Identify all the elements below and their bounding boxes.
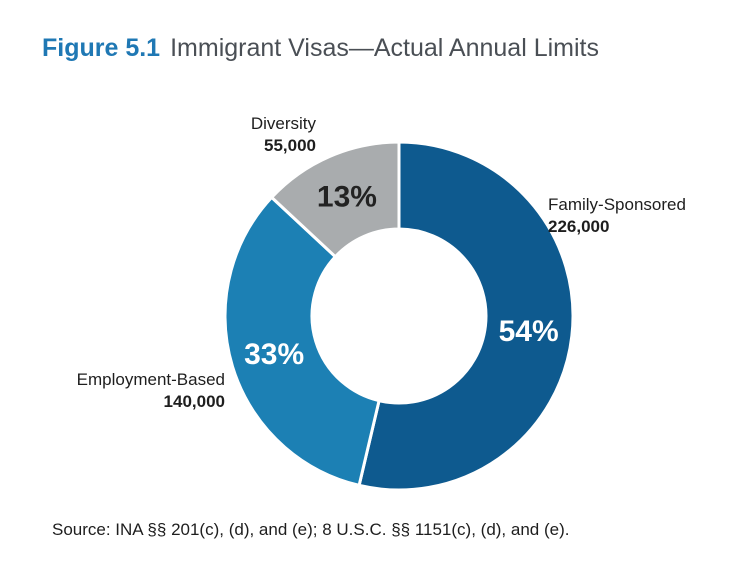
figure-number: Figure 5.1 xyxy=(42,34,161,62)
category-label-diversity: Diversity xyxy=(251,114,317,133)
percent-label-diversity: 13% xyxy=(317,180,377,213)
value-label-family-sponsored: 226,000 xyxy=(548,217,609,236)
figure-title-text: Immigrant Visas—Actual Annual Limits xyxy=(170,34,599,62)
slice-diversity xyxy=(269,140,401,259)
category-label-employment-based: Employment-Based xyxy=(77,370,225,389)
slice-family-sponsored xyxy=(357,140,575,492)
category-label-family-sponsored: Family-Sponsored xyxy=(548,195,686,214)
value-label-employment-based: 140,000 xyxy=(164,392,225,411)
percent-label-employment-based: 33% xyxy=(244,338,304,371)
value-label-diversity: 55,000 xyxy=(264,136,316,155)
figure-title: Figure 5.1 Immigrant Visas—Actual Annual … xyxy=(42,34,599,63)
source-note: Source: INA §§ 201(c), (d), and (e); 8 U… xyxy=(52,520,570,539)
slice-employment-based xyxy=(223,195,381,488)
percent-label-family-sponsored: 54% xyxy=(499,315,559,348)
